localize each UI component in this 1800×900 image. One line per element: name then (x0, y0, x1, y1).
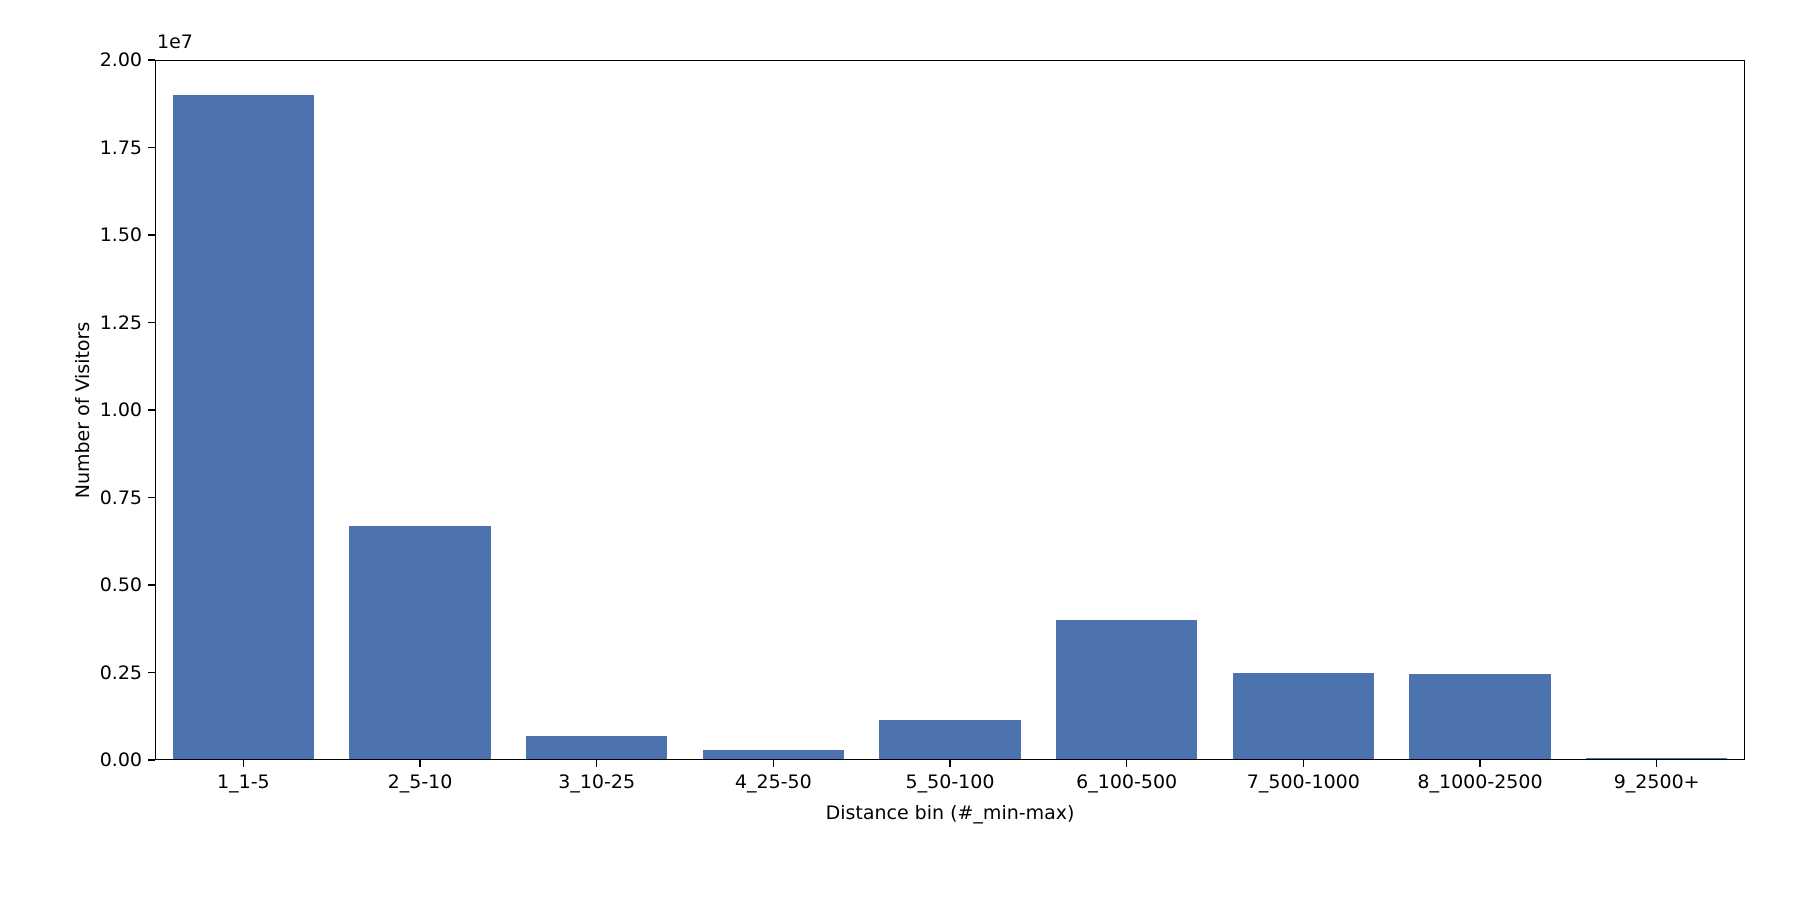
x-tick-mark (1303, 760, 1305, 767)
y-tick-label: 1.50 (100, 224, 142, 246)
x-axis-label: Distance bin (#_min-max) (826, 802, 1075, 824)
x-tick-mark (243, 760, 245, 767)
bar (703, 750, 844, 761)
y-tick-label: 0.75 (100, 487, 142, 509)
y-tick-mark (148, 234, 155, 236)
y-tick-label: 0.50 (100, 574, 142, 596)
x-tick-mark (1126, 760, 1128, 767)
x-tick-label: 7_500-1000 (1247, 771, 1360, 793)
y-tick-label: 1.75 (100, 137, 142, 159)
y-tick-mark (148, 672, 155, 674)
y-tick-label: 0.00 (100, 749, 142, 771)
x-tick-mark (1656, 760, 1658, 767)
x-tick-label: 2_5-10 (388, 771, 453, 793)
x-tick-mark (419, 760, 421, 767)
plot-area (155, 60, 1745, 760)
x-tick-mark (773, 760, 775, 767)
y-tick-mark (148, 497, 155, 499)
bar (1056, 620, 1197, 760)
y-tick-label: 2.00 (100, 49, 142, 71)
bar (1409, 674, 1550, 760)
x-tick-label: 8_1000-2500 (1417, 771, 1542, 793)
x-tick-label: 4_25-50 (735, 771, 812, 793)
x-tick-label: 3_10-25 (558, 771, 635, 793)
y-tick-mark (148, 322, 155, 324)
y-tick-label: 1.00 (100, 399, 142, 421)
x-tick-mark (596, 760, 598, 767)
x-tick-mark (949, 760, 951, 767)
y-tick-mark (148, 59, 155, 61)
x-tick-mark (1479, 760, 1481, 767)
x-tick-label: 1_1-5 (217, 771, 270, 793)
bar (1233, 673, 1374, 761)
x-tick-label: 6_100-500 (1076, 771, 1177, 793)
y-tick-mark (148, 409, 155, 411)
figure: 1e7 0.00 0.25 0.50 0.75 1.00 1.25 1.50 1.75 2.00… (0, 0, 1800, 900)
y-axis-offset-text: 1e7 (157, 31, 193, 53)
y-tick-label: 1.25 (100, 312, 142, 334)
bars-layer (155, 60, 1745, 760)
y-axis-label: Number of Visitors (72, 322, 94, 499)
bar (526, 736, 667, 761)
y-tick-mark (148, 584, 155, 586)
x-tick-label: 9_2500+ (1614, 771, 1700, 793)
y-tick-label: 0.25 (100, 662, 142, 684)
bar (173, 95, 314, 760)
bar (879, 720, 1020, 760)
y-tick-mark (148, 759, 155, 761)
y-tick-mark (148, 147, 155, 149)
bar (349, 526, 490, 761)
x-tick-label: 5_50-100 (906, 771, 995, 793)
